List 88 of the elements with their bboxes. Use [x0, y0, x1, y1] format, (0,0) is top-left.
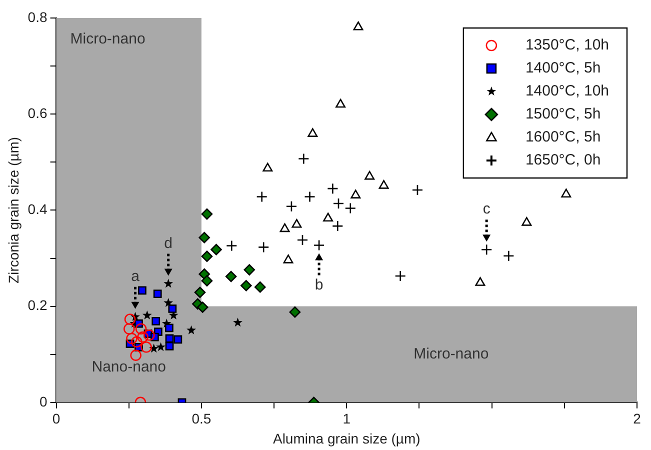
- y-tick-label: 0.2: [28, 297, 48, 314]
- point: [292, 218, 302, 228]
- point: [503, 250, 514, 262]
- point: [135, 323, 147, 335]
- legend-label: 1400°C, 10h: [525, 82, 609, 100]
- point: [240, 280, 252, 292]
- point: [194, 286, 206, 298]
- point: [561, 188, 572, 198]
- point: [412, 184, 424, 196]
- point: [201, 275, 213, 286]
- point: [332, 198, 344, 210]
- point: [327, 182, 338, 194]
- point: [233, 318, 242, 327]
- x-tick-label: 0: [52, 410, 60, 427]
- point: [131, 336, 142, 348]
- point: [296, 234, 308, 246]
- point: [304, 191, 316, 202]
- point: [198, 232, 210, 244]
- y-tick-label: 0.4: [28, 201, 48, 218]
- point: [353, 21, 364, 30]
- point: [138, 286, 146, 295]
- point: [149, 344, 159, 353]
- point: [256, 191, 268, 202]
- point: [350, 190, 361, 198]
- annotation: b: [314, 276, 324, 294]
- point: [210, 244, 222, 256]
- point: [226, 240, 238, 252]
- point: [144, 329, 155, 341]
- x-axis-title: Alumina grain size (µm): [272, 430, 420, 446]
- point: [298, 153, 310, 164]
- point: [313, 240, 325, 251]
- band-label: Micro-nano: [414, 345, 489, 362]
- legend-label: 1400°C, 5h: [525, 60, 601, 77]
- point: [289, 306, 301, 318]
- point: [137, 331, 148, 343]
- point: [165, 342, 174, 350]
- legend-label: 1650°C, 0h: [525, 152, 601, 169]
- point: [201, 208, 213, 220]
- point: [225, 270, 237, 282]
- point: [480, 244, 492, 256]
- point: [283, 254, 294, 264]
- point: [258, 242, 270, 253]
- point: [152, 317, 160, 326]
- point: [323, 212, 334, 222]
- point: [254, 281, 266, 293]
- point: [168, 304, 177, 313]
- point: [164, 278, 174, 288]
- point: [153, 290, 162, 298]
- point: [123, 323, 135, 335]
- point: [280, 223, 290, 232]
- point: [332, 220, 344, 232]
- point: [308, 128, 318, 137]
- point: [364, 170, 375, 180]
- annotation: d: [164, 234, 173, 252]
- point: [156, 342, 166, 352]
- point: [344, 202, 356, 214]
- point: [262, 162, 273, 172]
- point: [142, 310, 152, 320]
- point: [201, 250, 213, 262]
- point: [140, 341, 152, 353]
- y-tick-label: 0.6: [28, 104, 48, 121]
- y-tick-label: 0.8: [28, 8, 48, 25]
- point: [336, 98, 346, 108]
- annotation: a: [131, 268, 140, 286]
- x-tick-label: 1: [342, 410, 351, 427]
- annotation: c: [482, 200, 491, 218]
- legend-label: 1350°C, 10h: [525, 36, 609, 54]
- point: [165, 324, 174, 332]
- x-tick-label: 0.5: [192, 410, 212, 427]
- band-label: Micro-nano: [70, 30, 146, 48]
- point: [394, 270, 406, 282]
- point: [130, 350, 142, 361]
- point: [126, 332, 138, 344]
- point: [196, 302, 208, 313]
- annotation: Nano-nano: [92, 358, 166, 376]
- point: [378, 180, 389, 189]
- point: [124, 314, 136, 325]
- point: [186, 325, 196, 334]
- point: [475, 277, 486, 286]
- point: [286, 200, 298, 212]
- point: [244, 264, 256, 276]
- legend-label: 1500°C, 5h: [525, 106, 601, 123]
- legend-label: 1600°C, 5h: [525, 128, 601, 146]
- point: [174, 335, 182, 344]
- y-tick-label: 0: [39, 393, 48, 410]
- point: [522, 217, 532, 226]
- y-axis-title: Zirconia grain size (µm): [5, 136, 22, 284]
- x-tick-label: 2: [633, 410, 642, 427]
